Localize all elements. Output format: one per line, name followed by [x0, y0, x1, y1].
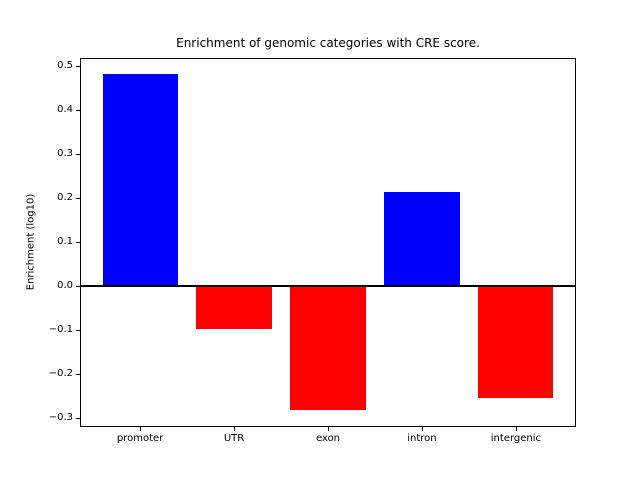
plot-area: [80, 57, 576, 428]
y-axis-label: Enrichment (log10): [25, 193, 37, 291]
y-tick-mark: [76, 329, 80, 331]
y-tick-label: 0.5: [57, 59, 73, 71]
y-tick-mark: [76, 285, 80, 287]
y-tick-mark: [76, 109, 80, 111]
y-tick-label: 0.3: [57, 147, 73, 159]
y-tick-label: 0.4: [57, 103, 73, 115]
x-tick-mark: [140, 427, 142, 432]
bar-intron: [384, 191, 460, 286]
bar-UTR: [196, 285, 272, 329]
x-tick-mark: [421, 427, 423, 432]
x-tick-label-intron: intron: [407, 433, 437, 445]
y-tick-mark: [76, 197, 80, 199]
y-tick-mark: [76, 65, 80, 67]
y-tick-label: 0.1: [57, 235, 73, 247]
y-tick-label: −0.3: [48, 411, 73, 423]
bar-intergenic: [478, 285, 554, 399]
y-tick-label: 0.0: [57, 279, 73, 291]
x-tick-label-exon: exon: [315, 433, 341, 445]
y-tick-label: −0.1: [48, 323, 73, 335]
zero-line: [80, 284, 576, 287]
y-tick-label: −0.2: [48, 367, 73, 379]
x-tick-mark: [328, 427, 329, 432]
bar-exon: [290, 285, 366, 411]
y-tick-mark: [76, 373, 80, 375]
bar-promoter: [102, 74, 178, 286]
x-tick-mark: [515, 427, 517, 432]
x-tick-label-intergenic: intergenic: [490, 433, 541, 445]
x-tick-label-UTR: UTR: [223, 433, 245, 445]
y-tick-label: 0.2: [57, 191, 73, 203]
x-tick-mark: [234, 427, 236, 432]
y-tick-mark: [76, 241, 80, 243]
y-tick-mark: [76, 417, 80, 419]
x-tick-label-promoter: promoter: [116, 433, 164, 445]
y-tick-mark: [76, 153, 80, 155]
chart-title: Enrichment of genomic categories with CR…: [176, 36, 480, 50]
